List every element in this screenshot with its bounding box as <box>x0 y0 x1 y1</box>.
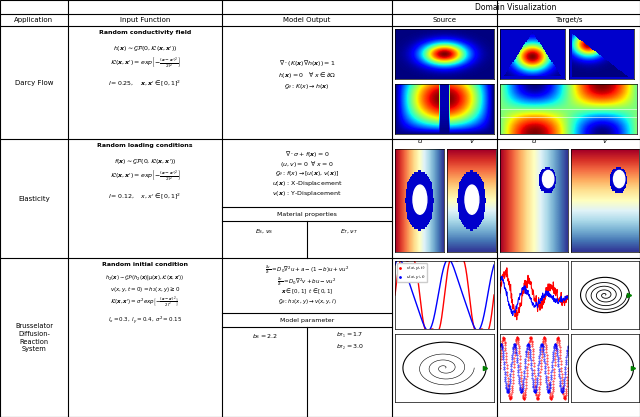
Text: v: v <box>603 138 607 144</box>
Text: Material properties: Material properties <box>277 212 337 217</box>
Text: Model Output: Model Output <box>284 17 331 23</box>
Text: Random loading conditions: Random loading conditions <box>97 143 193 148</box>
Legend: $v(x_i, y_i, t)$, $u(x_i, y_i, t)$: $v(x_i, y_i, t)$, $u(x_i, y_i, t)$ <box>397 263 427 282</box>
Text: $\boldsymbol{x} \in [0,1] \;\; t \in [0,1]$: $\boldsymbol{x} \in [0,1] \;\; t \in [0,… <box>281 287 333 296</box>
Text: $\mathcal{G}_\theta : K(x) \rightarrow h(\boldsymbol{x})$: $\mathcal{G}_\theta : K(x) \rightarrow h… <box>284 82 330 91</box>
Text: $b_{T_1} = 1.7$
$b_{T_2} = 3.0$: $b_{T_1} = 1.7$ $b_{T_2} = 3.0$ <box>335 330 364 352</box>
Text: Target/s: Target/s <box>555 17 582 23</box>
Text: $f(\boldsymbol{x}) \sim \mathcal{GP}(0, \mathcal{K}(\boldsymbol{x}, \boldsymbol{: $f(\boldsymbol{x}) \sim \mathcal{GP}(0, … <box>114 157 177 167</box>
Text: Input Function: Input Function <box>120 17 170 23</box>
Text: $\nabla \cdot \sigma + f(\boldsymbol{x}) = 0$: $\nabla \cdot \sigma + f(\boldsymbol{x})… <box>285 149 329 159</box>
Text: $\mathcal{K}(\boldsymbol{x}, \boldsymbol{x}') = exp\left[-\frac{(\boldsymbol{x}-: $\mathcal{K}(\boldsymbol{x}, \boldsymbol… <box>109 169 180 184</box>
Text: Source: Source <box>433 17 456 23</box>
Text: $l_x = 0.3, \; l_y = 0.4, \; \sigma^2 = 0.15$: $l_x = 0.3, \; l_y = 0.4, \; \sigma^2 = … <box>108 315 182 327</box>
Text: $h(\boldsymbol{x}) = 0 \quad \forall \; x \in \partial\Omega$: $h(\boldsymbol{x}) = 0 \quad \forall \; … <box>278 70 336 80</box>
Text: u: u <box>417 138 422 144</box>
Text: $\mathcal{K}(\boldsymbol{x}, \boldsymbol{x}') = \sigma^2 exp\left[-\frac{(\bolds: $\mathcal{K}(\boldsymbol{x}, \boldsymbol… <box>111 295 179 310</box>
Text: Random conductivity field: Random conductivity field <box>99 30 191 35</box>
Text: Domain Visualization: Domain Visualization <box>476 3 557 12</box>
Text: Darcy Flow: Darcy Flow <box>15 80 53 85</box>
Text: Brusselator
Diffusion-
Reaction
System: Brusselator Diffusion- Reaction System <box>15 322 53 352</box>
Text: $b_S = 2.2$: $b_S = 2.2$ <box>252 332 277 341</box>
Text: $(u, v) = 0 \;\; \forall \; x = 0$: $(u, v) = 0 \;\; \forall \; x = 0$ <box>280 159 334 169</box>
Text: $E_S, \nu_S$: $E_S, \nu_S$ <box>255 227 274 236</box>
Text: $\nabla \cdot (K(\boldsymbol{x})\nabla h(\boldsymbol{x})) = 1$: $\nabla \cdot (K(\boldsymbol{x})\nabla h… <box>278 58 335 68</box>
Text: Application: Application <box>15 17 54 23</box>
Text: $E_T, \nu_T$: $E_T, \nu_T$ <box>340 227 358 236</box>
Text: $v(\boldsymbol{x})$ : Y-Displacement: $v(\boldsymbol{x})$ : Y-Displacement <box>272 189 342 198</box>
Ellipse shape <box>413 185 427 214</box>
Text: Model parameter: Model parameter <box>280 318 334 323</box>
Ellipse shape <box>543 171 554 188</box>
Text: $l = 0.12, \quad x, x' \in [0,1]^2$: $l = 0.12, \quad x, x' \in [0,1]^2$ <box>108 191 182 201</box>
Ellipse shape <box>614 171 625 188</box>
Text: $\frac{\partial v}{\partial t} = D_0\nabla^2 v + bu - vu^2$: $\frac{\partial v}{\partial t} = D_0\nab… <box>277 275 337 288</box>
Text: $\mathcal{G}_\theta : h_2(x,y) \rightarrow v(x,y,l)$: $\mathcal{G}_\theta : h_2(x,y) \rightarr… <box>278 297 337 306</box>
Text: $\frac{\partial u}{\partial t} = D_0\nabla^2 u + a - (1-b)u + vu^2$: $\frac{\partial u}{\partial t} = D_0\nab… <box>264 263 349 276</box>
Ellipse shape <box>465 185 479 214</box>
Text: $l = 0.25, \quad \boldsymbol{x}, \boldsymbol{x}' \in [0,1]^2$: $l = 0.25, \quad \boldsymbol{x}, \boldsy… <box>108 78 182 88</box>
Text: u: u <box>532 138 536 144</box>
Text: $\mathcal{K}(\boldsymbol{x}, \boldsymbol{x}') = exp\left[-\frac{(\boldsymbol{x}-: $\mathcal{K}(\boldsymbol{x}, \boldsymbol… <box>109 56 180 71</box>
Text: v: v <box>469 138 474 144</box>
Text: $h_2(\boldsymbol{x}) \sim \mathcal{GP}(h_2(\boldsymbol{x})|\mu(\boldsymbol{x}), : $h_2(\boldsymbol{x}) \sim \mathcal{GP}(h… <box>105 274 185 283</box>
Text: Elasticity: Elasticity <box>18 196 50 201</box>
Text: $v(x,y,t=0) = h_2(x,y) \geq 0$: $v(x,y,t=0) = h_2(x,y) \geq 0$ <box>110 285 180 294</box>
Text: $h(\boldsymbol{x}) \sim \mathcal{GP}(0, \mathcal{K}(\boldsymbol{x}, \boldsymbol{: $h(\boldsymbol{x}) \sim \mathcal{GP}(0, … <box>113 44 177 54</box>
Text: $u(\boldsymbol{x})$ : X-Displacement: $u(\boldsymbol{x})$ : X-Displacement <box>272 179 342 188</box>
Text: Random initial condition: Random initial condition <box>102 262 188 267</box>
Text: $\mathcal{G}_\theta : f(x) \rightarrow [u(\boldsymbol{x}), v(\boldsymbol{x})]$: $\mathcal{G}_\theta : f(x) \rightarrow [… <box>275 169 339 178</box>
